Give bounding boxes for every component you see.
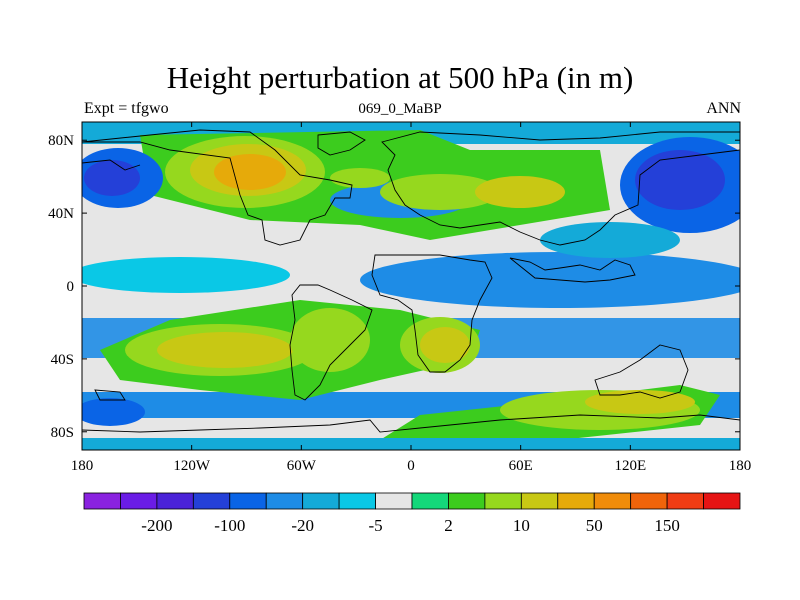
y-tick-label: 80N [48,133,74,149]
colorbar-swatch [192,492,231,510]
y-tick-label: 80S [51,425,74,441]
field-na-high-inner [214,154,286,190]
colorbar-swatch [338,492,376,510]
x-tick-label: 120W [173,458,211,474]
colorbar-swatch [156,492,194,510]
coastline-north-america [82,129,353,246]
field-npac-low-core [84,160,140,196]
colorbar-swatch [484,492,522,510]
field-tropical-cyan [82,257,290,293]
colorbar-swatch [448,492,486,510]
colorbar-label: 2 [444,516,453,535]
colorbar-swatch [411,492,449,510]
experiment-label: Expt = tfgwo [84,100,169,117]
field-sh-low [82,398,145,426]
coastlines [82,129,740,433]
coastline-greenland [317,131,366,156]
x-tick-label: 180 [729,458,752,474]
colorbar-swatch [666,492,704,510]
map-field [82,122,740,450]
field-atlantic-high [330,168,390,188]
field-tropical-blue [360,252,740,308]
colorbar-swatch [302,492,340,510]
coastline-south-america [289,284,373,401]
coastline-australia [594,344,689,399]
field-eurasia-low [540,222,680,258]
coastline-eurasia [381,131,740,246]
time-slice-label: 069_0_MaBP [358,101,442,117]
y-tick-label: 40N [48,206,74,222]
colorbar: -200 -100 -20 -5 2 10 50 150 [83,492,741,535]
x-tick-label: 120E [614,458,646,474]
colorbar-swatch [375,492,413,510]
season-label: ANN [706,100,741,117]
x-tick-label: 60E [509,458,533,474]
colorbar-swatch [265,492,304,510]
x-tick-label: 180 [71,458,94,474]
colorbar-swatch [120,492,158,510]
coastline-indonesia [509,257,636,283]
colorbar-swatch [520,492,559,510]
colorbar-swatch [593,492,632,510]
colorbar-label: -5 [368,516,382,535]
y-tick-label: 40S [51,352,74,368]
coastline-north-pacific-arc [82,159,141,171]
coastline-africa [371,254,493,373]
colorbar-label: 10 [513,516,530,535]
y-tick-label: 0 [67,279,75,295]
field-sam-high [290,308,370,372]
colorbar-label: -20 [291,516,314,535]
colorbar-swatch [83,492,121,510]
field-safr-high-core [420,327,470,363]
colorbar-label: -200 [141,516,172,535]
field-so-high-core [585,390,695,414]
colorbar-swatch [557,492,595,510]
coastline-antarctica [82,414,740,433]
field-antarctic-band [82,438,740,450]
field-siberia-low-core [635,150,725,210]
x-tick-label: 60W [287,458,317,474]
colorbar-swatch [703,492,741,510]
colorbar-swatch [630,492,668,510]
chart-title: Height perturbation at 500 hPa (in m) [166,60,634,95]
field-eurasia-high [380,174,500,210]
x-tick-label: 0 [407,458,415,474]
colorbar-label: 50 [586,516,603,535]
field-asia-high [475,176,565,208]
colorbar-label: 150 [654,516,680,535]
field-spac-high-inner [157,332,293,368]
colorbar-label: -100 [214,516,245,535]
coastline-south-atlantic-islands [94,389,126,401]
axis-ticks: 180 120W 60W 0 60E 120E 180 80N 40N 0 40S 80S [48,122,751,474]
colorbar-swatch [229,492,267,510]
